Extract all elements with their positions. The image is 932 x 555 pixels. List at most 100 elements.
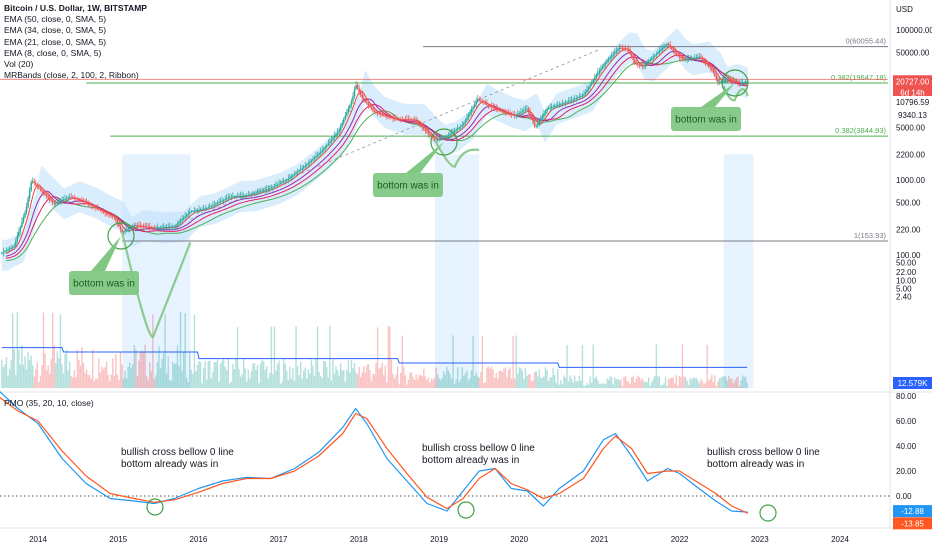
volume-bar: [230, 381, 233, 388]
candle-body: [438, 139, 440, 140]
indicator-ema50[interactable]: EMA (50, close, 0, SMA, 5): [4, 14, 107, 25]
volume-bar: [469, 378, 471, 388]
candle-body: [398, 119, 400, 120]
candle-body: [649, 59, 651, 62]
candle-body: [359, 91, 362, 95]
candle-body: [135, 225, 137, 226]
indicator-ema34[interactable]: EMA (34, close, 0, SMA, 5): [4, 25, 107, 36]
candle-body: [152, 227, 154, 229]
volume-bar: [420, 375, 422, 388]
volume-bar: [403, 366, 405, 388]
volume-bar: [510, 378, 513, 388]
candle-body: [603, 64, 605, 67]
volume-bar: [318, 371, 320, 388]
volume-bar: [190, 369, 193, 388]
candle-body: [533, 122, 536, 127]
candle-body: [472, 106, 474, 110]
candle-body: [113, 216, 116, 218]
symbol-title[interactable]: Bitcoin / U.S. Dollar, 1W, BITSTAMP: [4, 3, 147, 13]
volume-bar: [142, 351, 145, 388]
chart-legend[interactable]: Bitcoin / U.S. Dollar, 1W, BITSTAMP EMA …: [4, 3, 147, 81]
volume-bar: [564, 377, 567, 388]
candle-body: [170, 226, 173, 228]
candle-body: [215, 203, 217, 205]
pmo-cross-circle-1: [457, 501, 475, 519]
volume-bar: [412, 376, 414, 388]
volume-bar: [697, 380, 699, 388]
volume-bar: [734, 380, 736, 388]
indicator-volume[interactable]: Vol (20): [4, 59, 34, 70]
volume-bar: [549, 377, 551, 388]
bottom-circle-1: [430, 128, 458, 156]
volume-bar: [506, 377, 508, 388]
candle-body: [495, 108, 497, 110]
candle-body: [581, 95, 584, 97]
candle-body: [239, 195, 242, 197]
candle-body: [51, 200, 54, 203]
volume-bar: [181, 371, 183, 388]
volume-bar: [218, 381, 220, 388]
indicator-ema21[interactable]: EMA (21, close, 0, SMA, 5): [4, 36, 107, 47]
volume-bar: [692, 377, 694, 388]
candle-body: [156, 227, 159, 229]
indicator-ema8[interactable]: EMA (8, close, 0, SMA, 5): [4, 47, 102, 58]
volume-bar: [206, 379, 208, 388]
volume-bar: [172, 362, 174, 388]
candle-body: [467, 114, 470, 118]
volume-bar: [28, 359, 31, 388]
candle-body: [96, 207, 99, 209]
pmo-legend[interactable]: PMO (35, 20, 10, close): [4, 398, 94, 408]
indicator-mrbands[interactable]: MRBands (close, 2, 100, 2, Ribbon): [4, 70, 139, 81]
candle-body: [330, 139, 333, 142]
candle-body: [4, 251, 6, 253]
volume-bar: [44, 353, 46, 388]
volume-bar: [581, 345, 584, 388]
candle-body: [369, 105, 371, 107]
candle-body: [496, 109, 499, 110]
candle-body: [44, 192, 46, 195]
volume-bar: [651, 382, 653, 388]
volume-bar: [632, 375, 634, 388]
volume-bar: [598, 383, 601, 388]
volume-bar: [359, 377, 362, 388]
volume-bar: [732, 383, 735, 388]
volume-bar: [22, 364, 25, 388]
volume-bar: [173, 363, 176, 388]
volume-bar: [158, 346, 160, 388]
candle-body: [33, 181, 35, 184]
candle-body: [726, 79, 728, 81]
volume-bar: [4, 363, 6, 388]
candle-body: [133, 225, 136, 227]
candle-body: [322, 148, 325, 151]
volume-bar: [118, 380, 120, 388]
volume-bar: [112, 358, 114, 388]
candle-body: [691, 58, 693, 60]
candle-body: [683, 59, 685, 60]
candle-body: [247, 195, 250, 196]
candle-body: [352, 96, 354, 102]
volume-bar: [407, 379, 410, 388]
volume-bar: [129, 362, 131, 388]
candle-body: [738, 82, 741, 84]
candle-body: [489, 105, 491, 107]
candle-body: [543, 113, 545, 117]
volume-bar: [10, 360, 12, 388]
volume-bar: [529, 374, 531, 388]
volume-bar: [470, 370, 473, 388]
candle-body: [640, 65, 642, 66]
candle-body: [95, 207, 97, 208]
volume-bar: [336, 370, 339, 388]
candle-body: [484, 103, 487, 104]
candle-body: [349, 104, 351, 109]
candle-body: [221, 200, 223, 202]
volume-bar: [416, 379, 419, 388]
volume-bar: [353, 363, 356, 388]
volume-bar: [215, 362, 217, 388]
volume-bar: [167, 356, 169, 388]
candle-body: [48, 197, 51, 200]
volume-bar: [610, 377, 613, 388]
volume-bar: [487, 366, 490, 388]
candle-body: [210, 205, 213, 207]
candle-body: [469, 112, 471, 115]
volume-bar: [346, 369, 348, 388]
